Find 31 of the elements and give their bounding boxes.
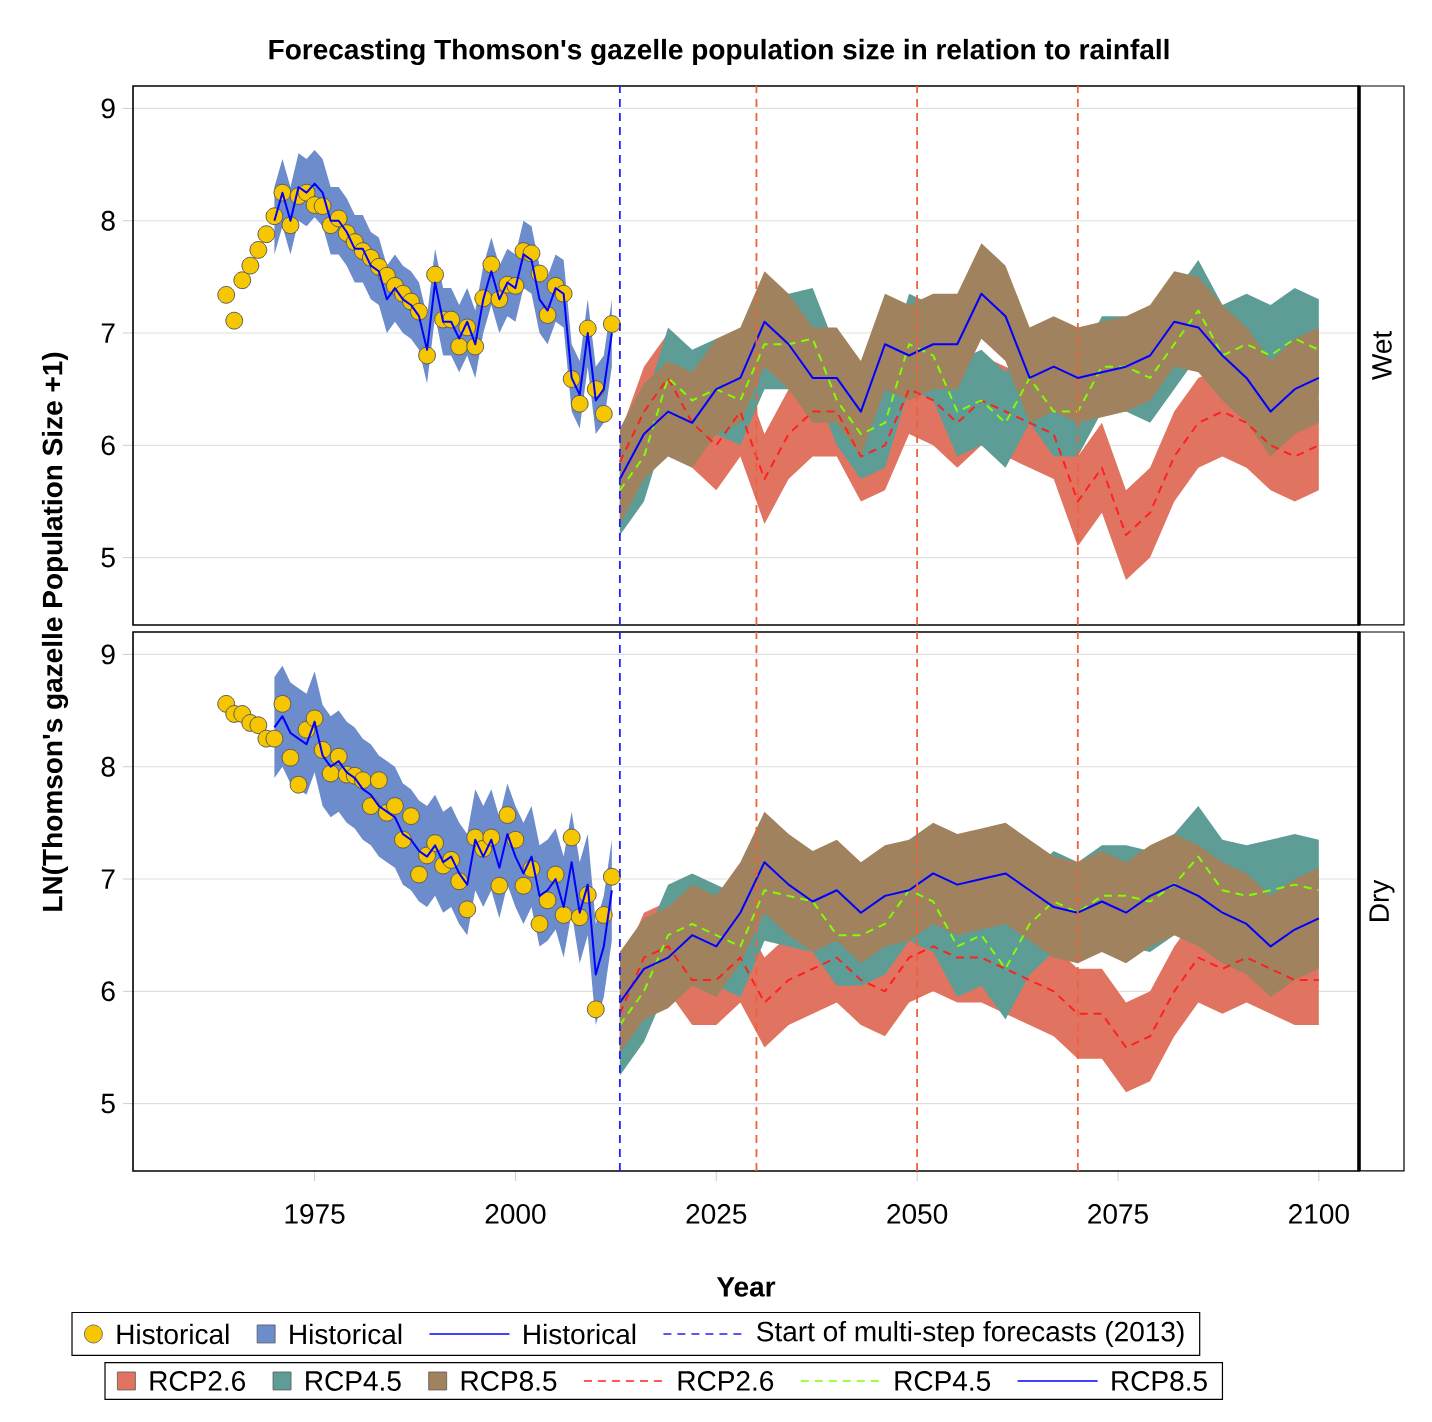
y-axis-title: LN(Thomson's gazelle Population Size +1) (41, 352, 69, 911)
legend-label: Historical (524, 1323, 636, 1345)
x-tick-label: 2025 (686, 1204, 747, 1224)
legend-label: RCP4.5 (306, 1371, 401, 1391)
legend-label: Start of multi-step forecasts (2013) (757, 1320, 1184, 1348)
text: Wet (1372, 331, 1392, 380)
legend-label: RCP2.6 (678, 1371, 774, 1391)
y-tick-label: 9 (101, 98, 115, 119)
x-tick-label: 1975 (285, 1204, 345, 1224)
legend-label: Historical (290, 1323, 402, 1345)
y-tick-label: 8 (101, 210, 115, 231)
x-tick-label: 2100 (1289, 1204, 1349, 1224)
y-tick-label: 5 (101, 1093, 115, 1114)
legend-label: RCP2.6 (150, 1371, 245, 1391)
x-axis-title: Year (716, 1277, 776, 1297)
legend-label: Historical (117, 1323, 229, 1345)
y-tick-label: 8 (101, 756, 115, 777)
chart-title: Forecasting Thomson's gazelle population size in relation to rainfall (269, 38, 1169, 66)
y-tick-label: 5 (101, 547, 115, 568)
y-tick-label: 7 (101, 869, 115, 889)
x-tick-label: 2050 (887, 1204, 948, 1224)
legend-label: RCP4.5 (895, 1371, 991, 1391)
x-tick-label: 2075 (1088, 1204, 1148, 1224)
y-tick-label: 6 (101, 435, 115, 456)
y-tick-label: 6 (101, 981, 115, 1002)
legend-label: RCP8.5 (461, 1371, 557, 1391)
x-tick-label: 2000 (485, 1204, 546, 1224)
text: Dry (1369, 879, 1395, 921)
y-tick-label: 7 (101, 323, 115, 343)
y-tick-label: 9 (101, 644, 115, 665)
legend-label: RCP8.5 (1112, 1371, 1207, 1391)
